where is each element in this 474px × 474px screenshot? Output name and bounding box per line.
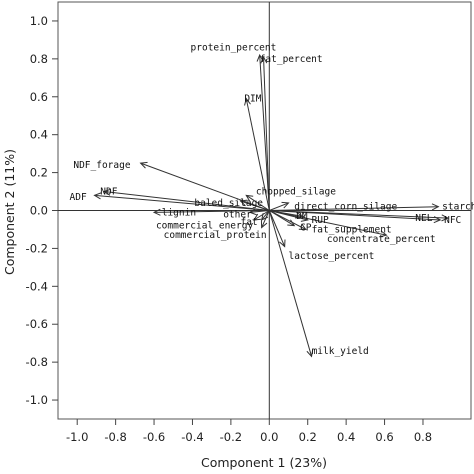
vector-label: direct_corn_silage xyxy=(294,202,397,213)
vector-fat-supplement xyxy=(269,210,307,230)
arrowhead xyxy=(252,213,261,221)
vector-label: baled_silage xyxy=(194,198,263,209)
y-tick-label: -0.8 xyxy=(26,355,48,369)
x-tick-label: 0.2 xyxy=(299,430,317,444)
vector-label: commercial_energy xyxy=(156,221,254,232)
vector-ADF xyxy=(94,194,270,211)
arrowhead xyxy=(298,223,307,230)
vector-label: other xyxy=(223,209,252,220)
y-tick-label: -0.4 xyxy=(26,279,48,293)
x-tick-label: -0.6 xyxy=(143,430,165,444)
x-tick-label: 0.0 xyxy=(260,430,278,444)
arrowhead xyxy=(431,203,440,211)
vector-label: commercial_protein xyxy=(164,230,267,241)
vector-label: NDF xyxy=(100,187,117,198)
vector-fat-percent xyxy=(263,56,270,211)
x-tick-label: -0.2 xyxy=(220,430,242,444)
arrowhead xyxy=(245,194,254,202)
vector-label: RUP xyxy=(312,215,329,226)
vector-label: lactose_percent xyxy=(289,251,375,262)
vector-label: NDF_forage xyxy=(73,160,130,171)
x-tick-label: -0.4 xyxy=(181,430,203,444)
vector-starch xyxy=(269,206,439,211)
vector-lactose-percent xyxy=(268,210,286,247)
vector-concentrate-percent xyxy=(269,210,387,236)
vector-label: chopped_silage xyxy=(256,187,336,198)
vector-label: NFC xyxy=(444,215,461,226)
vector-label: ADF xyxy=(70,192,87,203)
vector-label: starch xyxy=(442,202,474,213)
vector-lignin xyxy=(154,210,270,213)
arrowhead xyxy=(260,213,269,221)
arrowhead xyxy=(260,220,268,229)
vector-label: lignin xyxy=(162,207,196,218)
vector-other xyxy=(250,210,270,213)
vector-baled-silage xyxy=(240,200,270,211)
vector-NFC xyxy=(269,210,448,219)
vector-label: DM xyxy=(296,211,308,222)
arrowhead xyxy=(93,192,102,200)
arrowhead xyxy=(300,215,309,222)
y-tick-label: 0.8 xyxy=(30,52,48,66)
x-tick-label: 0.8 xyxy=(414,430,432,444)
y-axis-title: Component 2 (11%) xyxy=(2,149,17,275)
vector-label: fat_supplement xyxy=(312,224,392,235)
vector-label: concentrate_percent xyxy=(327,234,436,245)
vector-label: fat xyxy=(240,217,257,228)
arrowhead xyxy=(281,201,290,209)
vector-label: NEL xyxy=(415,213,432,224)
vector-NDF xyxy=(104,191,270,211)
y-tick-label: 0.4 xyxy=(30,128,48,142)
vector-commercial-energy xyxy=(253,210,270,221)
vector-direct-corn-silage xyxy=(269,202,289,211)
x-axis-title: Component 1 (23%) xyxy=(201,455,327,470)
y-tick-label: -1.0 xyxy=(26,393,48,407)
arrowhead xyxy=(260,55,268,64)
y-tick-label: 0.2 xyxy=(30,166,48,180)
arrowhead xyxy=(256,53,264,62)
arrowhead xyxy=(379,230,388,238)
y-tick-label: -0.2 xyxy=(26,241,48,255)
x-tick-label: -1.0 xyxy=(66,430,88,444)
x-tick-label: 0.4 xyxy=(337,430,355,444)
arrowhead xyxy=(279,239,286,248)
arrowhead xyxy=(139,161,148,169)
vector-label: protein_percent xyxy=(191,42,277,53)
vector-label: milk_yield xyxy=(312,346,369,357)
y-tick-label: 0.6 xyxy=(30,90,48,104)
vector-fat xyxy=(261,210,270,221)
vector-label: fat_percent xyxy=(260,54,323,65)
arrowhead xyxy=(306,349,314,358)
vector-label: DIM xyxy=(244,94,261,105)
arrowhead xyxy=(441,214,450,222)
vector-chopped-silage xyxy=(245,194,270,211)
vector-commercial-protein xyxy=(261,210,270,228)
arrowhead xyxy=(244,97,251,106)
arrowhead xyxy=(248,208,257,216)
vector-DIM xyxy=(245,98,270,211)
x-tick-label: -0.8 xyxy=(104,430,126,444)
vector-protein-percent xyxy=(259,55,270,211)
vector-NDF-forage xyxy=(140,162,270,211)
y-tick-label: 1.0 xyxy=(30,14,48,28)
y-tick-label: -0.6 xyxy=(26,317,48,331)
x-tick-label: 0.6 xyxy=(375,430,393,444)
y-tick-label: 0.0 xyxy=(30,204,48,218)
arrowhead xyxy=(239,199,248,207)
vector-label: CP xyxy=(300,223,312,234)
arrowhead xyxy=(102,188,111,196)
vector-milk-yield xyxy=(268,210,313,357)
arrowhead xyxy=(152,208,161,216)
